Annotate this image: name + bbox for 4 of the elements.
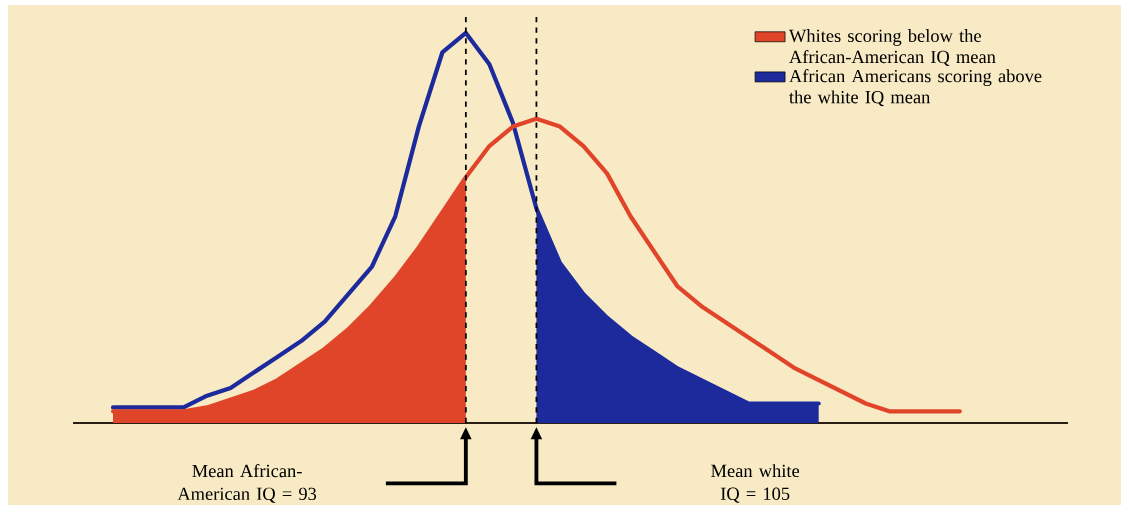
legend-label: African Americans scoring above the white IQ mean <box>789 69 1042 107</box>
legend-label: Whites scoring below the African-American IQ mean <box>788 29 996 66</box>
text: Mean African-American IQ = 93 <box>177 464 317 503</box>
text: Mean white IQ = 105 <box>711 464 800 503</box>
